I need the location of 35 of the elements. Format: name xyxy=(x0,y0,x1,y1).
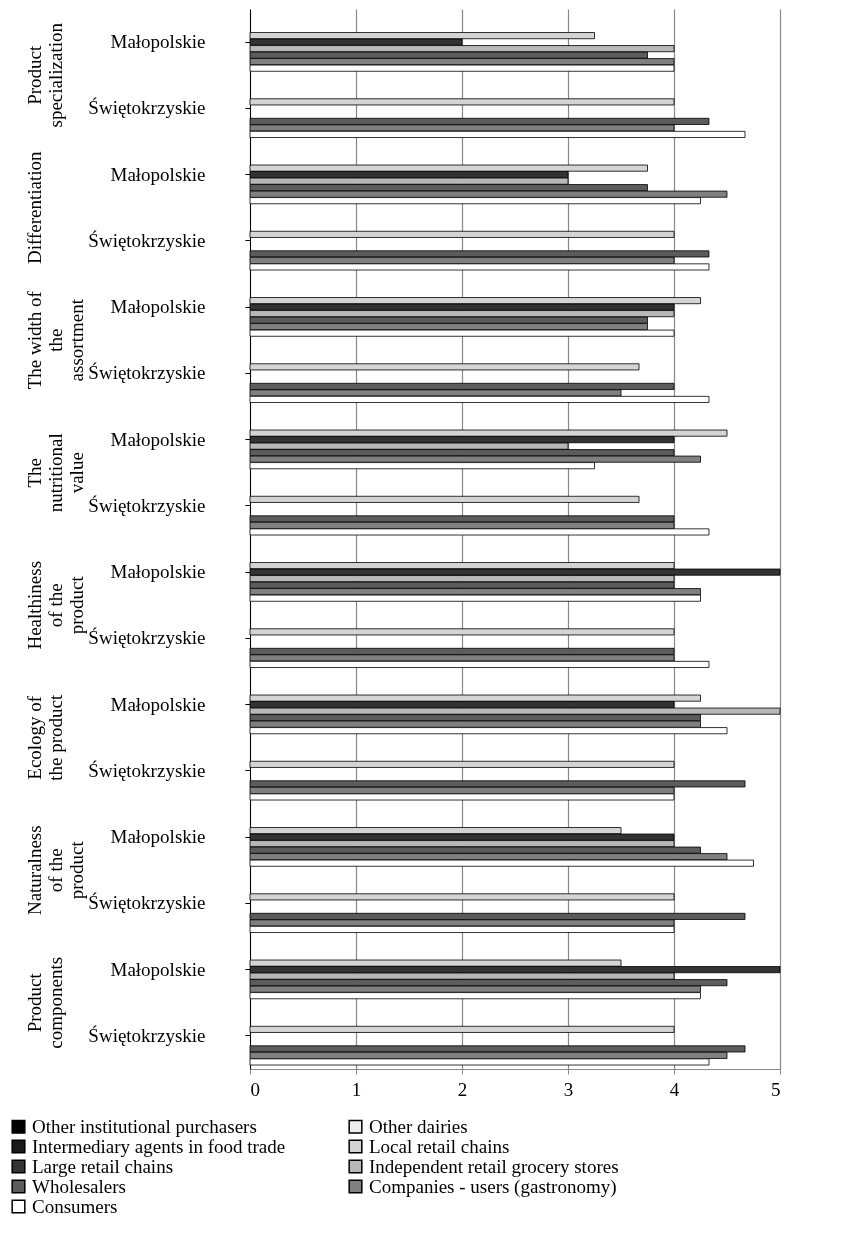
text: Product components xyxy=(24,956,66,1049)
y-tick-label: Świętokrzyskie xyxy=(88,494,206,516)
legend-label: Other institutional purchasers xyxy=(32,1115,257,1137)
y-tick-label: Małopolskie xyxy=(110,31,206,53)
y-tick-label: Małopolskie xyxy=(110,296,206,318)
text: The nutritional value xyxy=(24,433,87,513)
y-tick-label: Świętokrzyskie xyxy=(88,759,206,781)
y-tick-label: Świętokrzyskie xyxy=(88,229,206,251)
y-tick-label: Małopolskie xyxy=(110,826,206,848)
legend-label: Other dairies xyxy=(369,1115,468,1137)
text: Differentiation xyxy=(24,150,45,265)
x-tick-label: 3 xyxy=(563,1078,574,1100)
y-tick-label: Małopolskie xyxy=(110,561,206,583)
text: Healthiness of the product xyxy=(24,560,87,650)
legend-label: Consumers xyxy=(32,1195,118,1217)
text: Ecology of the product xyxy=(24,694,66,781)
legend-label: Independent retail grocery stores xyxy=(369,1155,619,1177)
x-tick-label: 1 xyxy=(351,1078,362,1100)
legend-label: Local retail chains xyxy=(369,1135,510,1157)
y-tick-label: Świętokrzyskie xyxy=(88,1024,206,1046)
y-tick-label: Świętokrzyskie xyxy=(88,892,206,914)
x-tick-label: 5 xyxy=(771,1078,781,1100)
x-tick-label: 4 xyxy=(669,1078,680,1100)
y-tick-label: Małopolskie xyxy=(110,428,206,450)
text: Product specialization xyxy=(24,22,66,128)
x-tick-label: 0 xyxy=(250,1078,260,1100)
text: Naturalness of the product xyxy=(24,825,87,916)
text: The width of the assortment xyxy=(24,290,87,390)
y-tick-label: Świętokrzyskie xyxy=(88,97,206,119)
y-tick-label: Świętokrzyskie xyxy=(88,362,206,384)
y-tick-label: Świętokrzyskie xyxy=(88,627,206,649)
x-tick-label: 2 xyxy=(457,1078,468,1100)
y-tick-label: Małopolskie xyxy=(110,958,206,980)
y-tick-label: Małopolskie xyxy=(110,163,206,185)
y-tick-label: Małopolskie xyxy=(110,693,206,715)
